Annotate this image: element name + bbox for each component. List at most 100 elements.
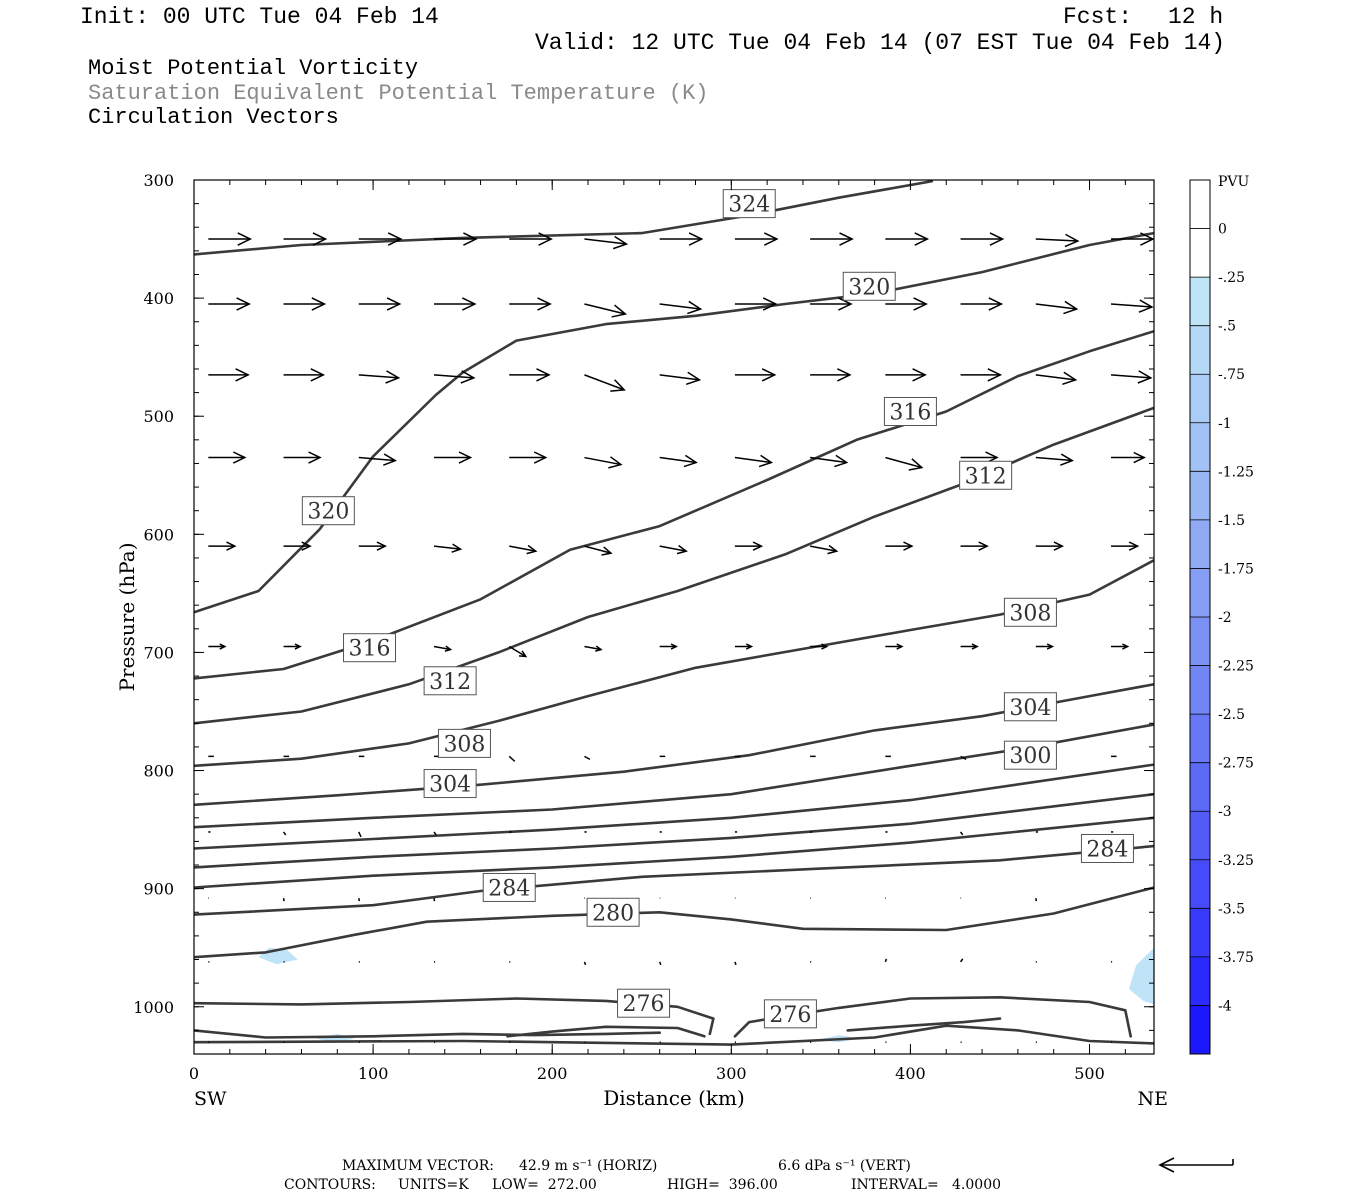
contour-label-320-1: 320 [842,271,896,301]
svg-text:284: 284 [1086,837,1128,862]
vector-9-6 [658,961,662,966]
colorbar-swatch-2 [1190,277,1210,326]
valid-time: Valid: 12 UTC Tue 04 Feb 14 (07 EST Tue … [535,30,1226,56]
y-tick-label-900: 900 [143,880,174,899]
vector-1-11 [1035,300,1079,315]
theta-contour-292-8 [194,792,1154,869]
colorbar-swatch-10 [1190,665,1210,715]
contours-high: HIGH= 396.00 [667,1177,778,1193]
theta-contour-284-10 [194,844,1154,916]
vector-4-12 [1111,541,1140,551]
contour-label-layer: 324 320 316 312 308 304 300 284 320 316 312 308 304 2… [301,189,1134,1029]
vector-2-2 [358,370,401,384]
contour-label-312-3: 312 [959,460,1013,490]
contour-label-304-5: 304 [1003,692,1057,722]
colorbar-label-9: -2.25 [1218,659,1254,675]
colorbar-label-2: -.5 [1218,319,1236,335]
vector-4-8 [809,544,839,555]
colorbar-swatch-17 [1190,1005,1210,1054]
vector-1-8 [810,297,853,311]
vector-2-11 [1035,371,1078,386]
reference-vector [1158,1157,1234,1173]
vector-4-5 [584,545,613,556]
vector-2-12 [1110,370,1153,384]
vector-8-11 [1035,897,1038,902]
vector-1-6 [659,300,703,315]
vector-1-0 [208,297,251,311]
colorbar-label-6: -1.5 [1218,513,1245,529]
vector-3-8 [810,454,849,468]
vector-2-9 [885,368,927,382]
vector-5-1 [283,643,302,650]
vector-6-4 [508,755,516,762]
colorbar-swatch-8 [1190,568,1210,617]
theta-contour-272-15 [506,1025,706,1038]
vector-3-7 [734,454,774,468]
vector-0-9 [885,232,930,246]
vector-1-1 [283,297,327,311]
vector-0-1 [283,232,328,246]
vector-2-0 [208,368,250,382]
colorbar-label-8: -2 [1218,610,1232,626]
vector-0-10 [960,232,1005,246]
colorbar-swatch-5 [1190,422,1210,472]
y-tick-label-300: 300 [143,171,174,190]
vector-2-8 [810,368,852,382]
vector-3-11 [1035,453,1074,466]
vector-0-7 [734,232,779,246]
vector-1-7 [734,297,778,311]
vector-2-10 [960,368,1003,382]
x-tick-label-100: 100 [358,1064,389,1083]
svg-text:320: 320 [307,500,349,525]
colorbar-units: PVU [1218,174,1250,190]
vector-2-1 [283,368,326,382]
y-axis-title: Pressure (hPa) [115,543,139,692]
vector-4-7 [734,541,764,551]
vector-5-12 [1111,643,1130,650]
vector-3-0 [208,451,247,464]
vector-4-3 [433,543,463,553]
svg-text:276: 276 [769,1003,811,1028]
colorbar-swatch-14 [1190,859,1210,909]
vector-2-7 [734,368,777,382]
vector-0-2 [358,232,403,246]
svg-text:312: 312 [429,670,471,695]
colorbar-label-16: -4 [1218,998,1232,1014]
colorbar-swatch-7 [1190,519,1210,569]
svg-text:324: 324 [728,193,770,218]
vector-4-11 [1035,541,1065,551]
vector-1-4 [509,297,552,311]
endpoint-sw-label: SW [194,1088,227,1110]
vector-4-4 [509,544,538,555]
colorbar-label-15: -3.75 [1218,950,1254,966]
colorbar-label-1: -.25 [1218,270,1245,286]
svg-text:304: 304 [1009,696,1051,721]
svg-text:308: 308 [443,732,485,757]
y-tick-label-800: 800 [143,762,174,781]
axis-layer: 300 400 500 600 700 800 900 1000 0 100 200 300 400 50… [133,171,1154,1083]
y-tick-label-600: 600 [143,525,174,544]
svg-text:316: 316 [889,400,931,425]
vector-7-2 [358,831,362,838]
contour-label-308-11: 308 [437,728,491,758]
theta-contour-296-7 [194,763,1154,850]
vector-2-3 [433,370,476,384]
vector-0-3 [434,232,478,246]
theta-contour-272-16 [846,1017,1002,1032]
colorbar-swatch-11 [1190,714,1210,763]
x-tick-label-500: 500 [1074,1064,1105,1083]
colorbar-label-0: 0 [1218,222,1227,238]
vector-0-11 [1035,233,1080,248]
theta-contour-280-11 [194,886,1154,959]
vector-5-11 [1035,643,1055,650]
vector-3-9 [885,456,924,471]
vector-0-6 [659,232,704,246]
vector-3-1 [283,451,322,464]
contours-low: LOW= 272.00 [492,1177,597,1193]
svg-text:276: 276 [623,992,665,1017]
svg-text:300: 300 [1009,744,1051,769]
vector-0-5 [584,235,629,250]
vector-4-1 [283,541,312,551]
vector-1-2 [358,297,402,311]
contour-label-280-14: 280 [586,897,640,927]
